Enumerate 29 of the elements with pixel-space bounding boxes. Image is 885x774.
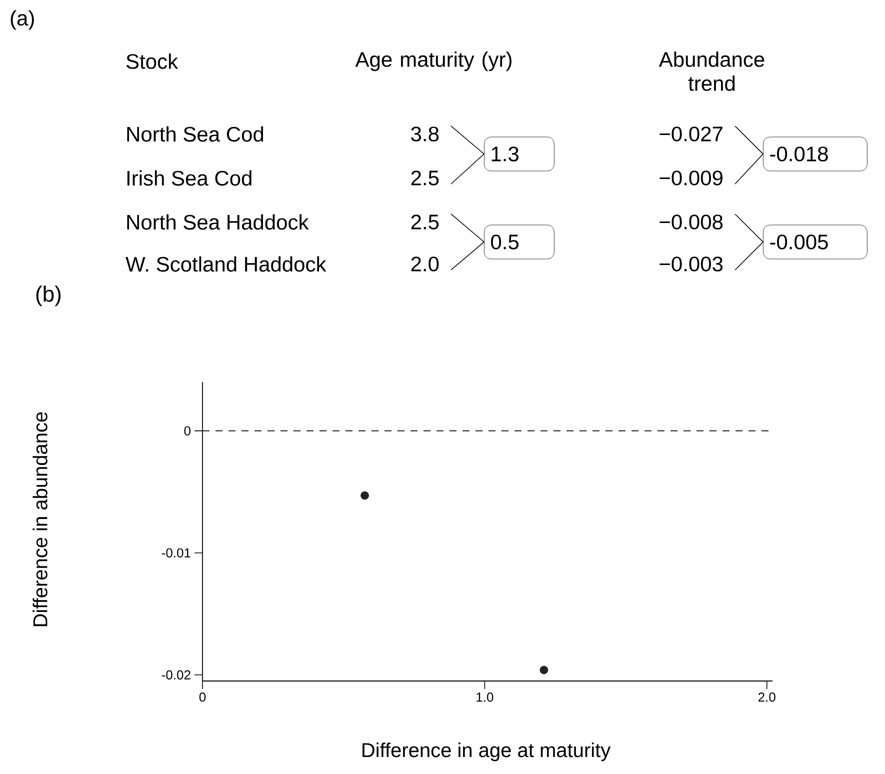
x-tick-label: 2.0 [758,692,776,702]
text: -0.005 [770,234,828,250]
text: Irish Sea Cod [127,170,252,186]
text: 0.5 [491,234,519,250]
text: North Sea Cod [127,126,264,142]
y-axis-title: Difference in abundance [32,412,48,626]
y-tick-label: 0 [184,426,190,436]
chart-title: (b) [36,286,61,306]
text: 2.5 [411,170,439,186]
text: -0.018 [770,146,828,162]
text: W. Scotland Haddock [126,256,326,272]
text: Abundance trend [658,52,764,91]
x-tick-label: 1.0 [476,692,494,702]
text: 2.5 [411,214,439,230]
text: 2.0 [411,256,439,272]
text: North Sea Haddock [127,214,309,230]
y-tick-label: -0.01 [162,548,190,558]
text: −0.003 [660,256,723,272]
text: −0.009 [660,170,722,186]
y-tick-label: -0.02 [162,670,190,680]
text: Stock [126,54,178,69]
text: (a) [10,10,34,30]
text: 1.3 [492,146,518,162]
text: 3.8 [411,126,439,142]
x-axis-title: Difference in age at maturity [362,742,611,762]
x-tick-label: 0 [199,692,206,702]
text: Age maturity (yr) [355,52,512,72]
text: −0.027 [660,126,722,142]
text: −0.008 [660,214,723,230]
